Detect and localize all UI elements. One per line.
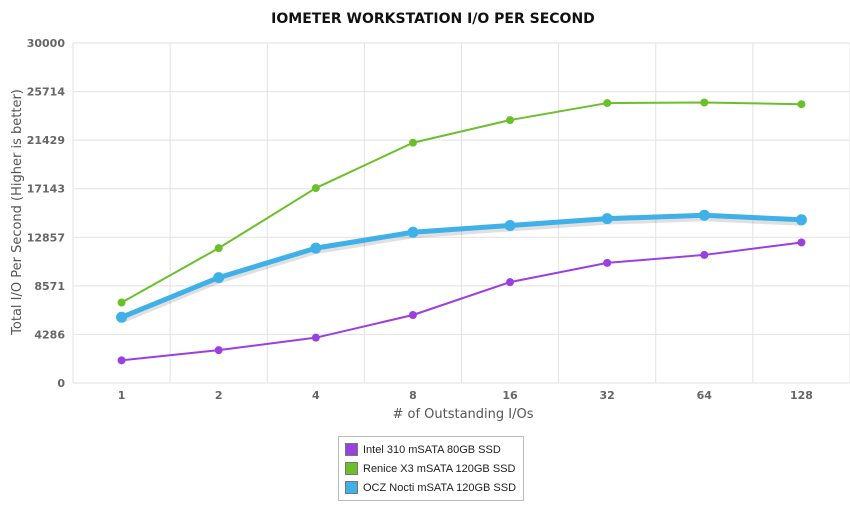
data-point: [700, 98, 709, 107]
grid: [72, 42, 850, 384]
data-point: [506, 116, 515, 125]
legend-swatch: [345, 443, 358, 456]
series-line-shadow: [120, 215, 802, 324]
y-tick-label: 21429: [27, 134, 65, 147]
data-point: [603, 258, 612, 267]
series-line: [121, 241, 802, 362]
y-tick-label: 8571: [34, 280, 65, 293]
data-point: [116, 311, 128, 323]
data-point: [214, 346, 223, 355]
y-tick-label: 0: [57, 377, 65, 390]
data-point: [311, 333, 320, 342]
chart-title: IOMETER WORKSTATION I/O PER SECOND: [271, 11, 595, 27]
legend-label: Renice X3 mSATA 120GB SSD: [363, 462, 516, 475]
legend-swatch: [345, 481, 358, 494]
x-tick-label: 64: [697, 389, 713, 402]
legend-item: Intel 310 mSATA 80GB SSD: [345, 440, 517, 459]
legend-swatch: [345, 462, 358, 475]
data-point: [407, 226, 419, 238]
y-tick-label: 30000: [27, 37, 66, 50]
y-axis-label: Total I/O Per Second (Higher is better): [10, 89, 25, 336]
data-point: [408, 311, 417, 319]
x-tick-label: 128: [790, 389, 813, 402]
y-tick-label: 4286: [34, 328, 65, 341]
y-axis-ticks: 0 4286 8571 12857 17143 21429 25714 30000: [27, 37, 66, 390]
data-point: [797, 238, 806, 247]
x-tick-label: 8: [409, 389, 417, 402]
x-axis-ticks: 1 2 4 8 16 32 64 128: [118, 389, 813, 402]
y-tick-label: 25714: [27, 86, 66, 99]
legend-item: Renice X3 mSATA 120GB SSD: [345, 459, 517, 478]
series-group: [116, 98, 807, 365]
y-tick-label: 17143: [27, 183, 65, 196]
data-point: [700, 250, 709, 259]
legend-item: OCZ Nocti mSATA 120GB SSD: [345, 478, 517, 497]
data-point: [698, 209, 710, 221]
x-tick-label: 16: [502, 389, 518, 402]
data-point: [795, 214, 807, 226]
x-axis-label: # of Outstanding I/Os: [392, 407, 533, 422]
data-point: [213, 272, 225, 284]
data-point: [408, 138, 417, 147]
x-tick-label: 4: [312, 389, 320, 402]
y-tick-label: 12857: [27, 231, 65, 244]
series-2: [116, 209, 807, 324]
data-point: [117, 356, 126, 365]
data-point: [506, 278, 515, 287]
x-tick-label: 32: [600, 389, 615, 402]
data-point: [601, 213, 613, 225]
data-point: [117, 298, 126, 307]
series-line: [120, 212, 802, 320]
data-point: [310, 242, 322, 254]
series-0: [117, 238, 806, 365]
series-line: [121, 101, 802, 304]
legend: Intel 310 mSATA 80GB SSD Renice X3 mSATA …: [338, 436, 524, 501]
legend-label: Intel 310 mSATA 80GB SSD: [363, 443, 501, 456]
x-tick-label: 1: [118, 389, 126, 402]
data-point: [311, 184, 320, 193]
data-point: [214, 244, 223, 253]
x-tick-label: 2: [215, 389, 223, 402]
data-point: [797, 100, 806, 109]
legend-label: OCZ Nocti mSATA 120GB SSD: [363, 481, 517, 494]
data-point: [504, 219, 516, 231]
data-point: [603, 99, 612, 108]
series-1: [117, 98, 806, 307]
